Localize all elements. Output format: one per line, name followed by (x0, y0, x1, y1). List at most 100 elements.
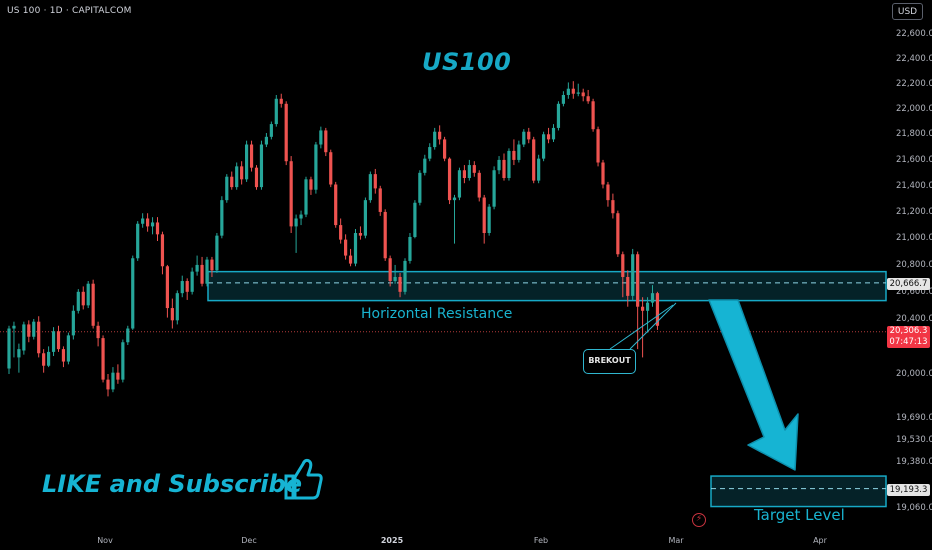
y-tick-label: 19,690.0 (896, 412, 932, 423)
y-tick-label: 21,000.0 (896, 233, 932, 244)
candle-body (433, 131, 437, 148)
candle (150, 217, 155, 235)
candle-body (393, 276, 397, 282)
candle-body (76, 291, 80, 311)
candle (240, 161, 244, 185)
candle (388, 255, 392, 287)
candle (452, 194, 457, 244)
current-price-value: 20,306.3 (889, 326, 928, 336)
candle (497, 156, 501, 175)
candle (482, 194, 486, 244)
candle (230, 171, 234, 190)
candle-body (27, 324, 31, 337)
candle (329, 149, 333, 188)
y-tick-label: 19,060.0 (896, 503, 932, 513)
candle-body (205, 259, 209, 284)
candle-body (566, 88, 570, 95)
candle (294, 214, 298, 253)
candle-body (111, 372, 115, 390)
candle-body (378, 188, 382, 212)
candle-body (383, 211, 387, 259)
candle-body (353, 233, 358, 264)
candle-body (517, 144, 521, 160)
candle-body (279, 98, 283, 104)
candle-body (22, 324, 26, 351)
x-tick-label: Apr (813, 536, 827, 545)
candle-body (626, 276, 630, 296)
candle-body (259, 144, 264, 188)
candle-body (210, 259, 214, 271)
candle (566, 82, 570, 99)
candle-body (611, 200, 615, 214)
chart-title-annotation: US100 (422, 48, 512, 76)
candle (61, 346, 66, 368)
candle (37, 316, 41, 358)
candle-body (581, 92, 585, 97)
y-tick-label: 20,400.0 (896, 313, 932, 324)
candle-body (195, 264, 199, 272)
candle-body (418, 172, 422, 203)
candle (447, 157, 452, 205)
candle (215, 233, 219, 273)
candle (438, 125, 442, 145)
target-zone (710, 475, 887, 508)
candle (433, 127, 437, 150)
candle-body (537, 158, 541, 181)
candle-body (141, 218, 145, 224)
candle-body (428, 147, 432, 159)
candle-body (220, 200, 224, 236)
candle (27, 320, 31, 343)
candle-body (304, 179, 308, 215)
candle (348, 248, 353, 267)
candle-body (655, 293, 660, 326)
candle-body (160, 234, 165, 267)
candle-body (150, 222, 155, 227)
candle-body (467, 165, 471, 179)
candle (299, 210, 303, 226)
candle (532, 136, 536, 184)
symbol-info: US 100 · 1D · CAPITALCOM (7, 6, 132, 16)
candle-body (299, 214, 303, 219)
candle-body (606, 184, 610, 201)
candle-body (314, 144, 318, 190)
candle (22, 321, 26, 355)
candle-body (413, 202, 417, 237)
candle (81, 286, 85, 310)
candle-body (126, 328, 130, 343)
candle-body (334, 184, 338, 226)
candle (7, 325, 11, 375)
candle (611, 193, 615, 219)
candle (210, 256, 214, 277)
candle (146, 213, 150, 232)
candle-body (289, 161, 293, 227)
candle (561, 91, 565, 107)
candle (32, 318, 36, 340)
candle-body (61, 349, 66, 362)
candle-body (344, 239, 348, 256)
breakout-callout: BREKOUT (583, 349, 636, 374)
lightning-icon[interactable]: ⚡ (692, 513, 706, 527)
candle-body (438, 131, 442, 140)
candle-body (86, 283, 90, 306)
candle-body (51, 331, 56, 352)
candle (160, 231, 165, 275)
candle-body (482, 197, 486, 234)
candle-body (616, 213, 620, 255)
candle-body (106, 379, 110, 390)
candle (423, 154, 427, 176)
candle (141, 213, 145, 228)
candle-body (621, 254, 625, 277)
candle (631, 248, 635, 300)
y-tick-label: 20,800.0 (896, 259, 932, 270)
candle-body (121, 342, 125, 380)
candle (220, 196, 224, 239)
candle (527, 127, 531, 144)
candle (363, 197, 367, 239)
candle-body (403, 260, 407, 292)
candle (269, 121, 273, 140)
candle (165, 264, 169, 318)
candle-body (240, 166, 244, 180)
currency-button[interactable]: USD (892, 3, 923, 20)
